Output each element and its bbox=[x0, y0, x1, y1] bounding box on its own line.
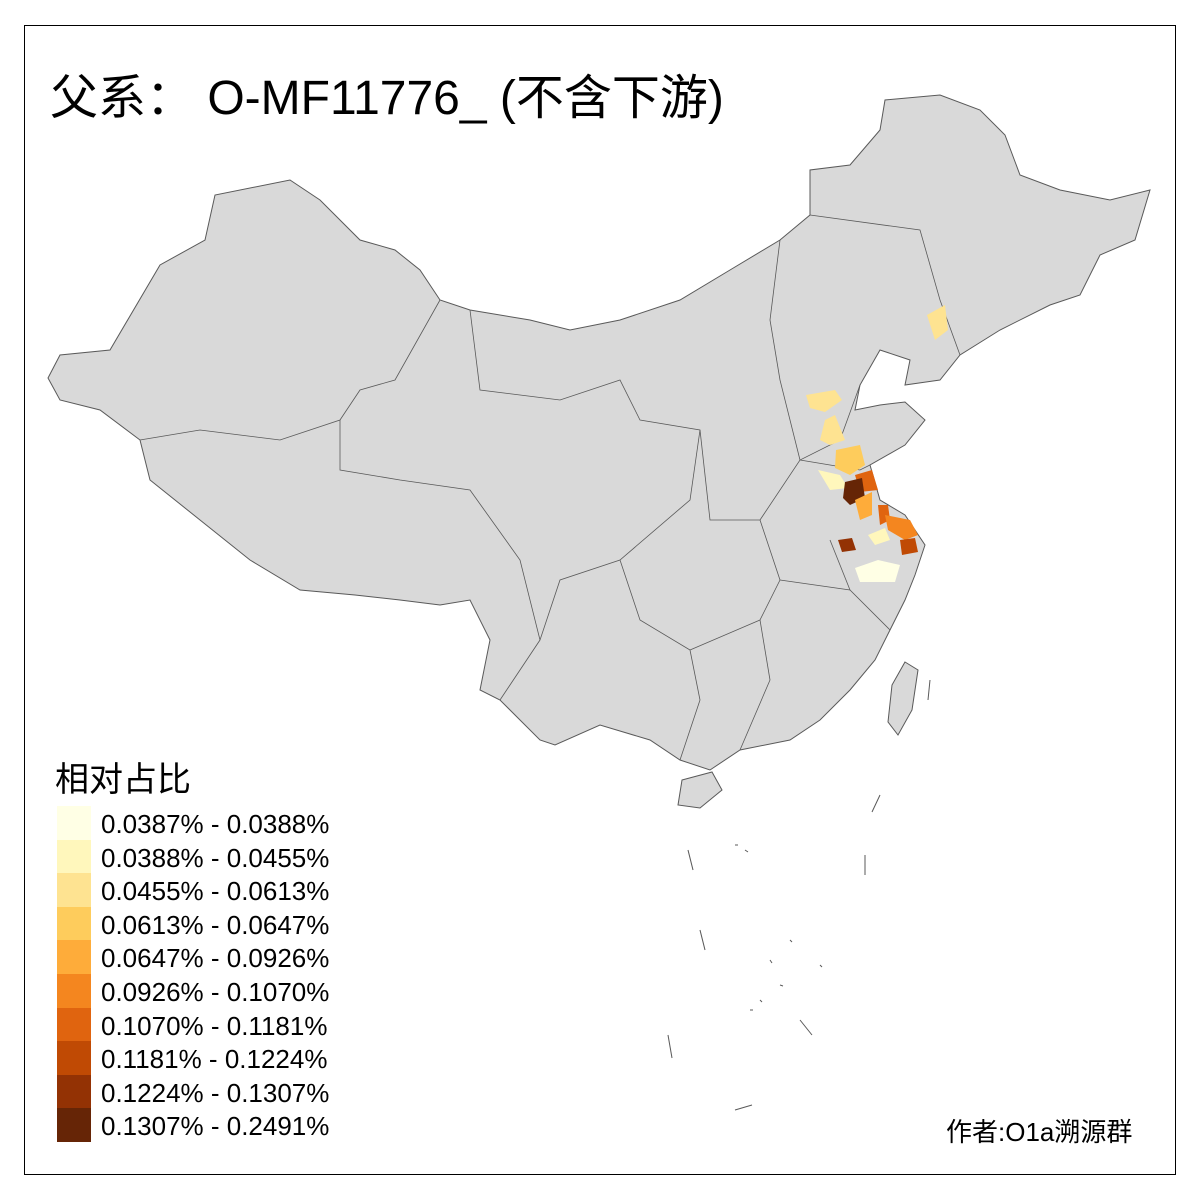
region-shape bbox=[855, 492, 872, 520]
legend-label: 0.0613% - 0.0647% bbox=[101, 909, 330, 940]
legend-swatch bbox=[57, 1007, 91, 1042]
legend-label: 0.0455% - 0.0613% bbox=[101, 876, 330, 907]
region-shape bbox=[885, 515, 918, 540]
legend-title: 相对占比 bbox=[55, 761, 191, 799]
province-borders bbox=[139, 214, 961, 761]
south-sea-islands bbox=[667, 679, 931, 1111]
legend-swatch bbox=[57, 806, 91, 840]
legend-swatch bbox=[57, 940, 91, 975]
legend-label: 0.0388% - 0.0455% bbox=[101, 842, 330, 873]
highlighted-regions bbox=[806, 305, 948, 582]
legend-label: 0.1224% - 0.1307% bbox=[101, 1077, 330, 1108]
legend-label: 0.0926% - 0.1070% bbox=[101, 977, 330, 1007]
author-credit: 作者:O1a溯源群 bbox=[946, 1117, 1133, 1147]
taiwan bbox=[887, 661, 919, 736]
region-shape bbox=[900, 538, 918, 555]
china-mainland bbox=[47, 94, 1151, 771]
legend-item: 0.1070% - 0.1181% bbox=[57, 1007, 377, 1042]
region-shape bbox=[927, 305, 948, 340]
legend-swatch bbox=[57, 974, 91, 1008]
region-shape bbox=[868, 528, 890, 545]
region-shape bbox=[855, 560, 900, 582]
legend-item: 0.0388% - 0.0455% bbox=[57, 839, 377, 874]
plot-frame bbox=[24, 25, 1176, 1175]
region-shape bbox=[820, 415, 845, 445]
legend-swatch bbox=[57, 1108, 91, 1143]
region-shape bbox=[818, 470, 848, 490]
legend-swatch bbox=[57, 839, 91, 874]
legend-item: 0.0926% - 0.1070% bbox=[57, 974, 377, 1008]
legend-item: 0.0613% - 0.0647% bbox=[57, 906, 377, 941]
hainan bbox=[677, 771, 723, 809]
map-title: 父系： O-MF11776_ (不含下游) bbox=[50, 72, 724, 125]
legend-swatch bbox=[57, 1041, 91, 1076]
legend-swatch bbox=[57, 906, 91, 941]
legend-item: 0.1307% - 0.2491% bbox=[57, 1108, 377, 1143]
region-shape bbox=[838, 538, 856, 552]
legend-label: 0.0387% - 0.0388% bbox=[101, 809, 330, 839]
legend-item: 0.1181% - 0.1224% bbox=[57, 1041, 377, 1076]
legend-label: 0.0647% - 0.0926% bbox=[101, 943, 330, 974]
legend-item: 0.1224% - 0.1307% bbox=[57, 1074, 377, 1109]
legend-label: 0.1307% - 0.2491% bbox=[101, 1111, 330, 1142]
legend-label: 0.1181% - 0.1224% bbox=[101, 1044, 328, 1075]
region-shape bbox=[806, 390, 842, 412]
legend-swatch bbox=[57, 873, 91, 908]
legend-label: 0.1070% - 0.1181% bbox=[101, 1010, 328, 1041]
legend-swatch bbox=[57, 1074, 91, 1109]
legend-item: 0.0387% - 0.0388% bbox=[57, 806, 377, 840]
region-shape bbox=[835, 445, 865, 475]
legend-item: 0.0647% - 0.0926% bbox=[57, 940, 377, 975]
legend-item: 0.0455% - 0.0613% bbox=[57, 873, 377, 908]
